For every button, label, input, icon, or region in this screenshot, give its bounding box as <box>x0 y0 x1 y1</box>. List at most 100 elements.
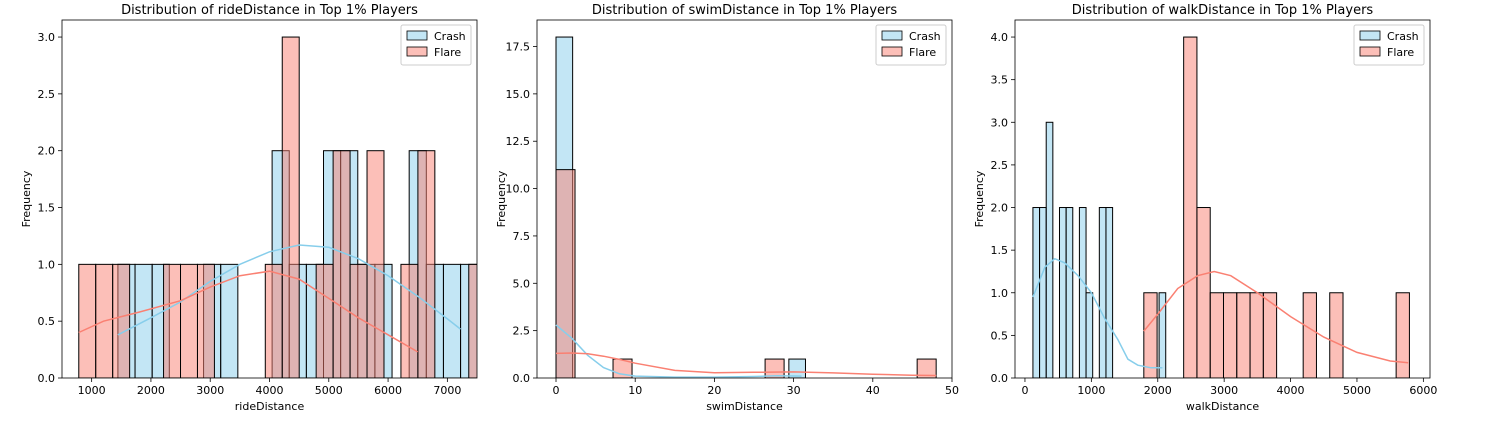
histogram-bar <box>1395 292 1410 378</box>
legend-label-crash: Crash <box>909 30 941 43</box>
series-crash <box>1032 121 1167 378</box>
legend-label-crash: Crash <box>1387 30 1419 43</box>
legend-swatch-crash <box>406 30 428 41</box>
histogram-bar <box>332 150 351 378</box>
y-tick-label: 10.0 <box>506 183 531 196</box>
y-tick-label: 2.5 <box>991 159 1009 172</box>
chart-title: Distribution of swimDistance in Top 1% P… <box>592 3 898 18</box>
histogram-bar <box>1058 207 1067 378</box>
y-tick-label: 4.0 <box>991 31 1009 44</box>
legend-swatch-flare <box>881 46 903 57</box>
histogram-bar <box>478 264 495 378</box>
y-tick-label: 2.5 <box>513 325 531 338</box>
y-tick-label: 0.0 <box>38 372 56 385</box>
y-tick-label: 3.5 <box>991 74 1009 87</box>
kde-line-crash <box>117 244 461 336</box>
x-tick-label: 0 <box>553 384 560 397</box>
chart-panel-1: 1000 2000 3000 4000 5000 6000 7000 0.0 0.5 1.0 1.5… <box>20 3 503 413</box>
histogram-bar <box>281 36 300 378</box>
x-tick-label: 1000 <box>1077 384 1105 397</box>
y-tick-label: 0.0 <box>991 372 1009 385</box>
histogram-bar <box>315 263 334 378</box>
y-axis-label: Frequency <box>495 170 508 227</box>
x-axis-label: swimDistance <box>706 400 783 413</box>
histogram-bar <box>417 150 436 378</box>
x-tick-label: 10 <box>628 384 642 397</box>
histogram-bar <box>1105 207 1114 378</box>
legend-label-flare: Flare <box>1387 46 1414 59</box>
histogram-bar <box>1209 292 1224 378</box>
x-tick-label: 50 <box>945 384 959 397</box>
plot-area <box>78 36 503 378</box>
legend: Crash Flare <box>1353 24 1425 66</box>
x-tick-label: 4000 <box>256 384 284 397</box>
plot-area <box>555 36 937 378</box>
x-tick-label: 7000 <box>433 384 461 397</box>
y-tick-label: 1.0 <box>991 287 1009 300</box>
legend-label-flare: Flare <box>434 46 461 59</box>
chart-panels: 1000 2000 3000 4000 5000 6000 70000.00.51.01.5… <box>20 3 1437 413</box>
legend: Crash Flare <box>875 24 947 66</box>
y-axis-label: Frequency <box>20 170 33 227</box>
x-tick-label: 40 <box>866 384 880 397</box>
y-tick-label: 0.0 <box>513 372 531 385</box>
legend: Crash Flare <box>400 24 472 66</box>
kde-line-flare <box>78 270 419 353</box>
x-tick-label: 30 <box>787 384 801 397</box>
legend-label-crash: Crash <box>434 30 466 43</box>
x-tick-label: 4000 <box>1277 384 1305 397</box>
x-tick-label: 2000 <box>137 384 165 397</box>
axes-frame <box>1014 19 1431 379</box>
y-tick-label: 1.5 <box>38 202 56 215</box>
y-tick-label: 0.5 <box>38 315 56 328</box>
y-tick-label: 7.5 <box>513 230 531 243</box>
x-tick-label: 20 <box>707 384 721 397</box>
histogram-bar <box>163 263 182 378</box>
y-tick-label: 0.5 <box>991 329 1009 342</box>
histogram-bar <box>112 263 131 378</box>
x-axis-label: rideDistance <box>235 400 305 413</box>
histogram-bar <box>1329 292 1344 378</box>
histogram-bar <box>196 263 215 378</box>
histogram-bar <box>1078 207 1087 378</box>
kde-line-crash <box>555 324 802 378</box>
x-tick-label: 6000 <box>374 384 402 397</box>
x-tick-label: 5000 <box>1343 384 1371 397</box>
histogram-bar <box>1196 207 1211 378</box>
histogram-bar <box>555 169 576 378</box>
histogram-bar <box>788 358 806 378</box>
y-tick-label: 17.5 <box>506 41 531 54</box>
x-tick-label: 0 <box>1021 384 1028 397</box>
kde-line-flare <box>555 352 937 377</box>
x-tick-label: 1000 <box>78 384 106 397</box>
legend-swatch-crash <box>881 30 903 41</box>
histogram-bar <box>78 263 97 378</box>
y-tick-label: 12.5 <box>506 135 531 148</box>
histogram-bar <box>1085 292 1094 378</box>
chart-title: Distribution of rideDistance in Top 1% P… <box>121 3 418 18</box>
series-crash <box>555 36 806 378</box>
legend-swatch-flare <box>1359 46 1381 57</box>
y-tick-label: 2.5 <box>38 88 56 101</box>
histogram-bar <box>1183 36 1198 378</box>
histogram-bar <box>1039 207 1047 378</box>
legend-swatch-crash <box>1359 30 1381 41</box>
kde-line-flare <box>1143 270 1409 364</box>
histogram-bar <box>1065 207 1074 378</box>
y-tick-label: 2.0 <box>991 202 1009 215</box>
x-tick-label: 2000 <box>1144 384 1172 397</box>
kde-line-crash <box>1032 257 1163 369</box>
y-axis-label: Frequency <box>973 170 986 227</box>
histogram-bar <box>1249 292 1264 378</box>
histogram-bar <box>1302 292 1317 378</box>
plot-area <box>1032 36 1410 378</box>
x-tick-label: 3000 <box>196 384 224 397</box>
histogram-bar <box>220 263 239 378</box>
y-tick-label: 3.0 <box>38 31 56 44</box>
y-tick-label: 1.5 <box>991 244 1009 257</box>
chart-title: Distribution of walkDistance in Top 1% P… <box>1072 3 1374 18</box>
histogram-bar <box>486 264 503 378</box>
axes-frame <box>536 19 953 379</box>
histogram-bar <box>264 263 283 378</box>
